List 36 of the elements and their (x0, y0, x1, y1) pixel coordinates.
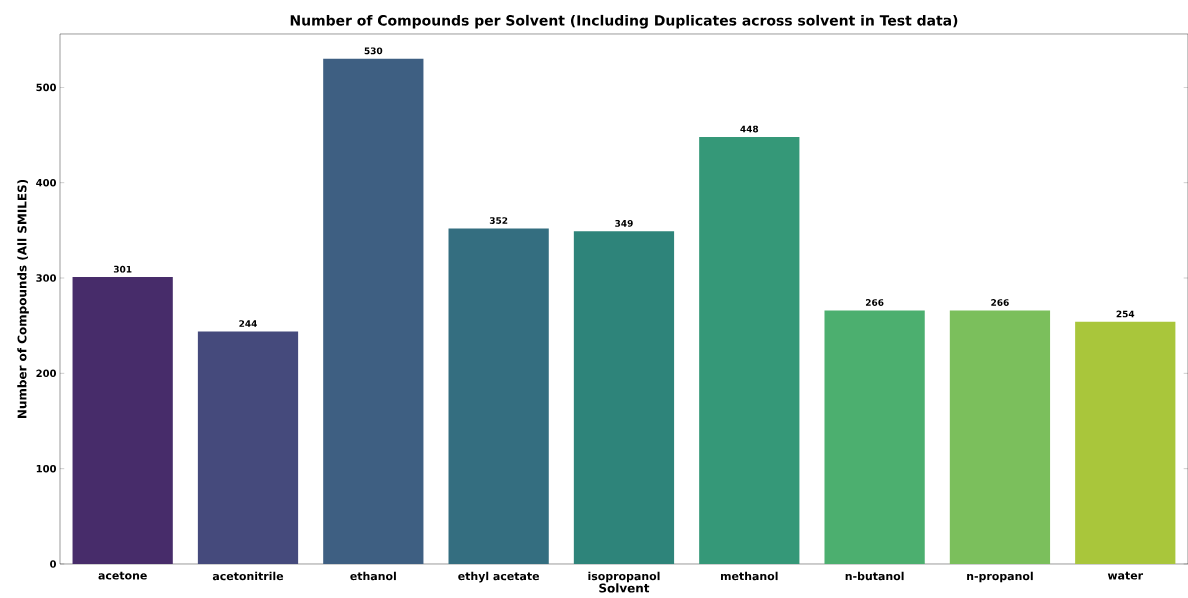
bar (323, 58, 424, 564)
x-tick-label: ethanol (350, 571, 396, 581)
y-tick-label: 100 (36, 464, 57, 473)
x-tick-label: acetone (98, 571, 147, 580)
x-tick-label: acetonitrile (212, 571, 284, 581)
bar (448, 228, 549, 564)
y-tick-label: 300 (36, 274, 57, 282)
bar (824, 310, 925, 564)
x-tick-label: methanol (721, 571, 778, 581)
bar (197, 331, 299, 564)
x-tick-label: n-butanol (845, 571, 904, 581)
data-label: 254 (1116, 310, 1135, 318)
x-tick-label: isopropanol (588, 571, 660, 583)
data-label: 530 (364, 47, 383, 55)
data-label: 349 (615, 220, 633, 227)
bar (1075, 321, 1176, 564)
bar (72, 277, 173, 564)
bar (699, 136, 800, 564)
x-tick-label: ethyl acetate (458, 571, 540, 583)
x-tick-label: n-propanol (967, 571, 1033, 583)
bar (949, 310, 1051, 564)
data-label: 266 (991, 299, 1009, 306)
data-label: 448 (740, 125, 759, 133)
y-tick-label: 200 (36, 369, 57, 378)
x-tick-label: water (1107, 571, 1144, 580)
y-tick-label: 400 (36, 178, 57, 187)
chart-title: Number of Compounds per Solvent (Including Duplicates across solvent in Test data) (290, 14, 958, 29)
bar (573, 231, 675, 564)
y-tick-label: 0 (50, 560, 57, 568)
data-label: 244 (239, 320, 257, 327)
data-label: 266 (865, 299, 884, 306)
data-label: 301 (113, 265, 132, 273)
x-axis-title: Solvent (599, 583, 650, 593)
data-label: 352 (489, 217, 508, 224)
y-tick-label: 500 (36, 83, 57, 92)
y-axis-title: Number of Compounds (All SMILES) (17, 179, 29, 419)
